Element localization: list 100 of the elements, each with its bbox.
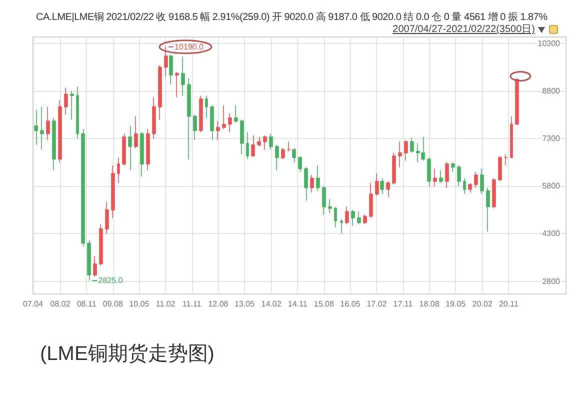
candlestick: [275, 144, 279, 171]
x-tick-label: 12.08: [208, 300, 229, 308]
candlestick: [345, 206, 349, 225]
candlestick: [281, 148, 285, 160]
x-tick-label: 18.08: [419, 300, 440, 308]
text: (LME铜期货走势图): [40, 343, 214, 365]
x-tick-label: 11.11: [182, 300, 202, 308]
candlestick: [210, 104, 214, 141]
candlestick: [128, 125, 132, 171]
candlestick: [439, 170, 443, 184]
y-tick-label: 7300: [542, 134, 561, 144]
candlestick: [64, 87, 68, 116]
candlestick: [351, 210, 355, 226]
candlestick: [93, 256, 97, 277]
candlestick: [498, 156, 502, 182]
x-tick-label: 16.05: [340, 300, 361, 308]
candlestick: [152, 96, 156, 139]
y-tick-label: 8800: [542, 86, 561, 96]
candlestick: [175, 72, 179, 98]
candlestick: [140, 132, 144, 178]
candlestick: [340, 219, 343, 234]
y-tick-label: 4300: [542, 229, 561, 238]
candlestick: [216, 120, 220, 141]
x-tick-label: 19.05: [446, 300, 466, 308]
candlestick: [492, 178, 496, 209]
text: 2007/04/27-2021/02/22(3500日): [392, 24, 535, 35]
candlestick: [357, 211, 361, 225]
candlestick: [169, 54, 173, 85]
x-tick-label: 17.02: [366, 300, 388, 308]
candlestick: [34, 110, 38, 146]
candlestick: [205, 95, 208, 118]
annotation: 10190.0: [174, 42, 204, 52]
candlestick: [504, 154, 508, 166]
x-tick-label: 13.05: [234, 300, 256, 308]
candlestick: [410, 137, 414, 154]
candlestick: [81, 128, 85, 247]
candlestick: [468, 182, 472, 193]
candlestick: [427, 157, 431, 187]
candlestick: [40, 106, 44, 150]
candlestick: [99, 224, 103, 266]
candlestick: [392, 152, 396, 185]
candlestick: [263, 134, 267, 150]
candlestick: [386, 180, 390, 198]
candlestick: [510, 116, 513, 158]
candlestick: [70, 90, 74, 120]
candlestick: [457, 165, 461, 187]
candlestick: [164, 46, 168, 78]
candlestick: [328, 198, 332, 214]
x-tick-label: 08.02: [50, 300, 71, 308]
candlestick: [228, 112, 232, 133]
candlestick: [187, 78, 191, 160]
candlestick: [363, 214, 367, 225]
y-tick-label: 2800: [542, 276, 561, 286]
x-tick-label: 10.05: [129, 300, 150, 308]
x-tick-label: 15.08: [314, 300, 334, 308]
x-tick-label: 17.11: [393, 300, 414, 308]
candlestick: [52, 118, 56, 171]
candlestick: [398, 141, 402, 168]
candlestick: [380, 178, 384, 194]
candlestick: [310, 174, 314, 193]
candlestick: [375, 173, 379, 196]
candlestick: [316, 165, 320, 192]
annotation: 2825.0: [98, 276, 124, 286]
x-tick-label: 20.02: [472, 300, 493, 308]
candlestick: [292, 148, 296, 163]
candlestick: [480, 168, 484, 194]
candlestick: [304, 166, 308, 202]
candlestick: [117, 157, 120, 184]
x-tick-label: 09.08: [102, 300, 124, 308]
candlestick: [404, 140, 408, 162]
x-tick-label: 07.04: [22, 300, 44, 308]
candlestick: [445, 162, 449, 188]
candlestick: [240, 119, 244, 155]
candlestick: [474, 171, 478, 188]
candlestick: [515, 78, 519, 125]
x-tick-label: 11.02: [156, 300, 176, 308]
candlestick: [463, 178, 466, 194]
x-tick-label: 14.11: [288, 300, 308, 308]
text: CA.LME|LME铜 2021/02/22 收 9168.5 幅 2.91%(259.0) 开 9020.0 高 9187.0 低 9020.0 结 0.0 仓 0 量 4561 增 0 振 1.87%: [36, 12, 548, 23]
x-tick-label: 08.11: [76, 300, 97, 308]
candlestick: [87, 240, 91, 281]
y-tick-label: 5800: [542, 182, 561, 191]
candlestick: [58, 100, 62, 163]
candlestick: [257, 136, 261, 147]
candlestick: [111, 165, 115, 218]
candlestick: [76, 86, 79, 139]
candlestick: [158, 65, 162, 120]
candlestick: [246, 132, 249, 160]
candlestick: [134, 116, 138, 148]
candlestick: [122, 133, 126, 166]
candlestick: [251, 134, 255, 156]
candlestick: [146, 128, 150, 171]
candlestick: [433, 168, 437, 187]
candlestick: [298, 156, 302, 172]
candlestick: [369, 182, 373, 218]
candlestick: [222, 104, 226, 130]
y-tick-label: 10300: [538, 38, 561, 48]
candlestick: [181, 56, 185, 96]
candlestick: [334, 206, 337, 228]
candlestick: [486, 187, 490, 232]
